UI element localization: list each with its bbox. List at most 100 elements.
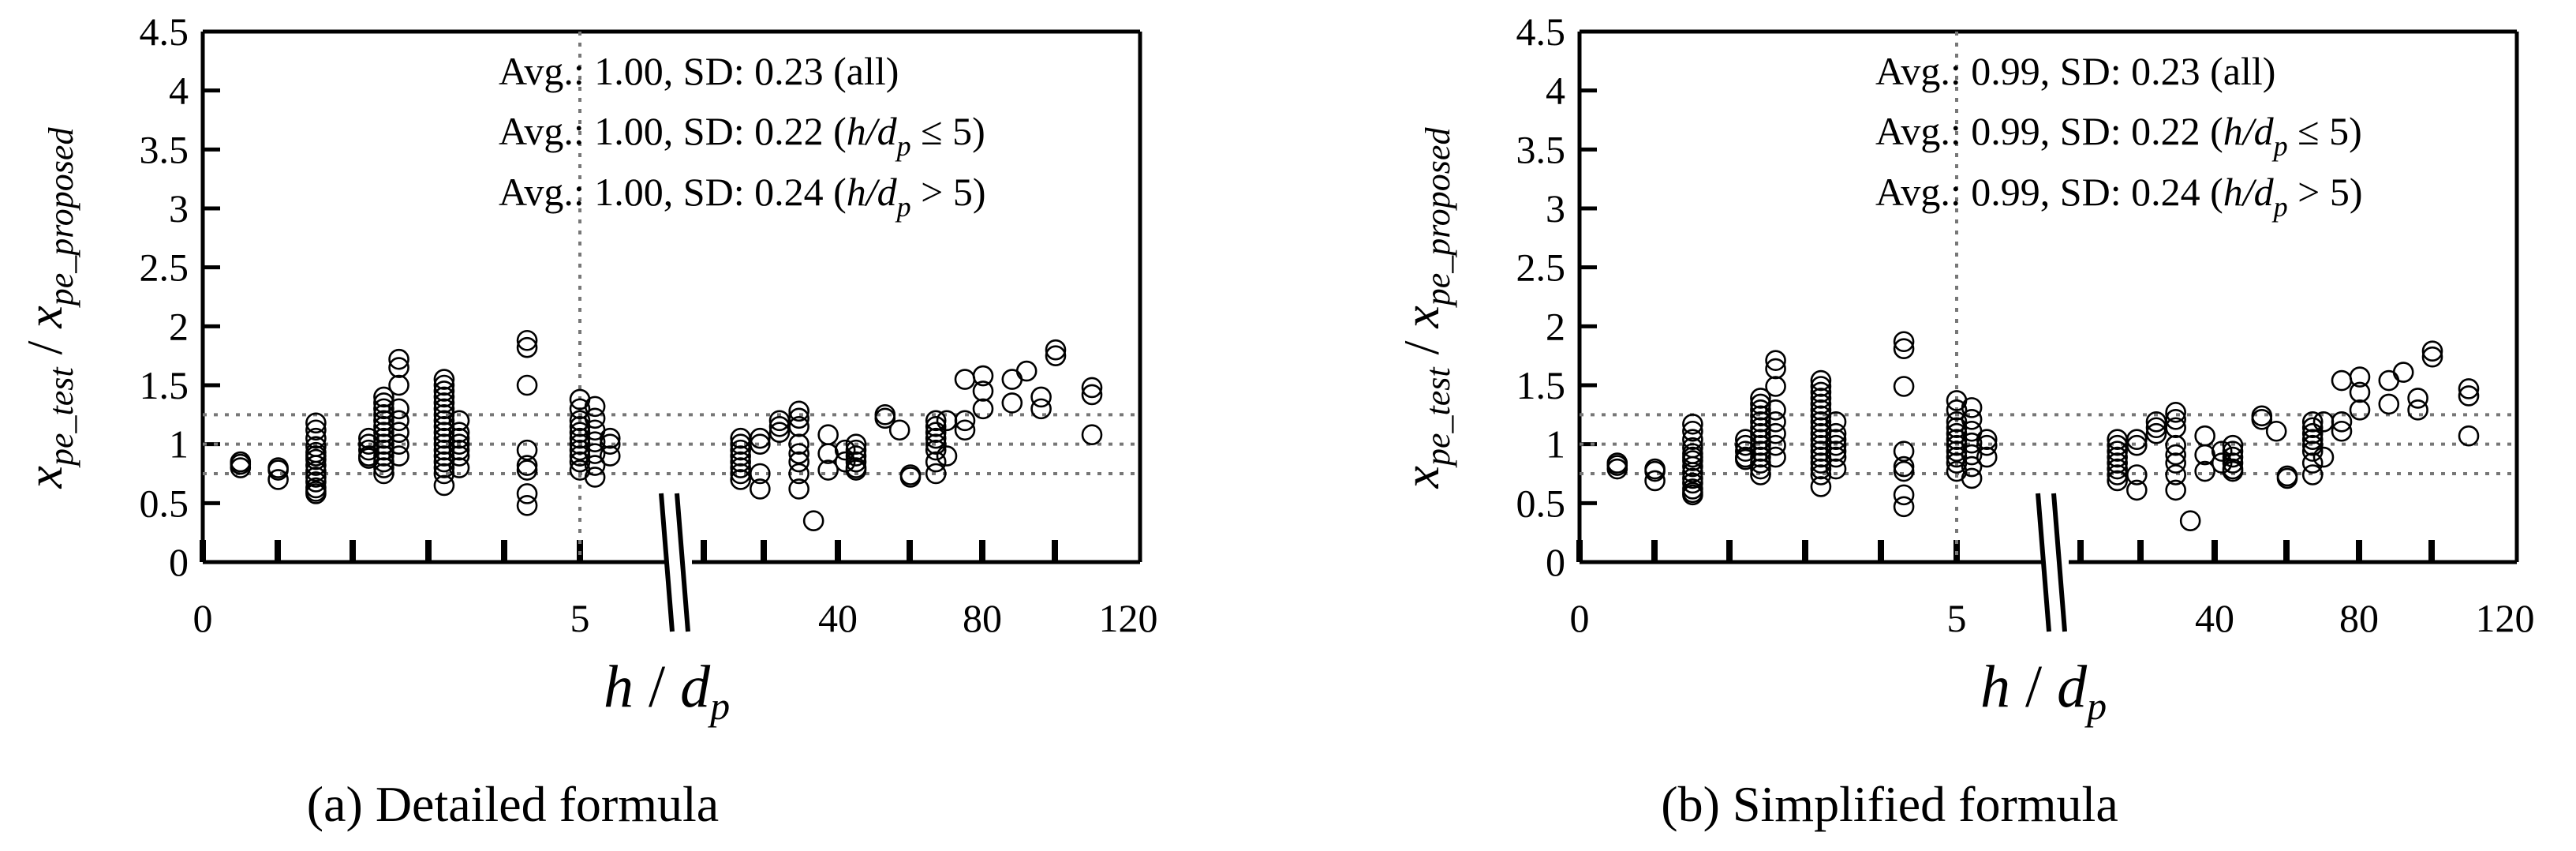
data-point [388, 357, 409, 378]
data-point [1682, 420, 1703, 442]
data-point [1682, 472, 1703, 494]
data-point [2301, 452, 2324, 474]
stats-annotation: Avg.: 1.00, SD: 0.23 (all) [499, 49, 899, 93]
xlabel-d: d [680, 654, 711, 720]
data-point [448, 433, 470, 455]
annotation-text: Avg.: 0.99, SD: 0.22 ( [1875, 109, 2223, 153]
data-point [1750, 393, 1771, 415]
data-point [1961, 455, 1983, 478]
data-point [433, 374, 455, 396]
data-point [899, 464, 922, 485]
data-point [1750, 446, 1771, 468]
data-point [1045, 339, 1067, 361]
data-point [1081, 377, 1103, 399]
data-point [1810, 422, 1832, 444]
data-point [373, 386, 394, 408]
data-point [2301, 434, 2324, 456]
y-tick-label: 3.5 [140, 127, 189, 171]
data-point [1750, 464, 1771, 485]
annotation-h: h [2223, 170, 2243, 214]
stats-annotation: Avg.: 1.00, SD: 0.22 (h/dp ≤ 5) [499, 109, 985, 162]
data-point [1765, 446, 1786, 468]
data-point [730, 451, 751, 473]
data-point [1765, 422, 1786, 444]
data-point [750, 427, 771, 449]
data-point [305, 436, 327, 457]
data-point [1810, 452, 1832, 474]
data-point [584, 455, 606, 476]
data-point [433, 381, 455, 402]
data-point [2349, 399, 2371, 421]
stats-annotation: Avg.: 0.99, SD: 0.23 (all) [1875, 49, 2275, 93]
data-point [1893, 338, 1915, 360]
data-point [358, 427, 379, 449]
annotation-text: Avg.: 0.99, SD: 0.24 ( [1875, 170, 2223, 214]
data-point [1735, 434, 1756, 456]
data-point [2378, 369, 2400, 392]
data-point [373, 410, 394, 432]
data-point [1810, 405, 1832, 427]
x-tick-label: 40 [2195, 596, 2234, 640]
data-point [2276, 465, 2298, 487]
annotation-slash: / [864, 109, 880, 153]
data-point [388, 433, 409, 455]
y-tick-label: 2.5 [140, 246, 189, 290]
data-point [788, 433, 809, 455]
data-point [972, 365, 994, 387]
annotation-slash: / [864, 170, 880, 214]
data-point [1750, 417, 1771, 439]
data-point [802, 510, 824, 532]
data-point [569, 410, 591, 432]
data-point [516, 459, 538, 481]
data-point [448, 439, 470, 461]
data-point [925, 433, 947, 455]
data-point [1893, 440, 1915, 462]
stats-annotation: Avg.: 1.00, SD: 0.24 (h/dp > 5) [499, 170, 986, 223]
data-point [584, 443, 606, 464]
annotation-h: h [2223, 109, 2243, 153]
data-point [516, 455, 538, 476]
x-tick-label: 5 [1947, 596, 1967, 640]
axis-break-mark [675, 493, 690, 632]
y-tick-label: 2.5 [1516, 246, 1566, 290]
data-point [569, 445, 591, 467]
data-point [569, 422, 591, 444]
data-point [305, 445, 327, 467]
data-point [1810, 388, 1832, 409]
data-point [2126, 479, 2148, 501]
data-point [305, 419, 327, 441]
data-point [788, 400, 809, 422]
data-point [1750, 405, 1771, 427]
data-point [433, 386, 455, 408]
data-point [845, 451, 867, 473]
y-tick-label: 4.5 [1516, 9, 1566, 54]
data-point [1810, 393, 1832, 415]
annotation-d: d [2254, 170, 2275, 214]
data-point [1810, 381, 1832, 403]
data-point [448, 445, 470, 467]
data-point [388, 348, 409, 370]
data-point [2331, 411, 2353, 433]
data-point [788, 443, 809, 464]
data-point [1765, 376, 1786, 397]
annotation-d: d [877, 109, 898, 153]
data-point [516, 439, 538, 461]
data-point [1893, 331, 1915, 353]
y-tick-label: 2 [169, 304, 189, 348]
annotation-sub: p [895, 191, 911, 223]
data-point [373, 422, 394, 444]
data-point [433, 445, 455, 467]
data-point [1976, 434, 1998, 456]
data-point [2222, 458, 2244, 480]
data-point [768, 422, 791, 444]
data-point [2165, 464, 2186, 485]
data-point [1825, 429, 1847, 450]
data-point [1825, 446, 1847, 468]
data-point [1765, 434, 1786, 456]
data-point [516, 483, 538, 504]
data-point [373, 392, 394, 414]
data-point [516, 336, 538, 358]
data-point [230, 451, 252, 473]
annotation-relation: > 5) [911, 170, 986, 214]
data-point [1765, 358, 1786, 380]
